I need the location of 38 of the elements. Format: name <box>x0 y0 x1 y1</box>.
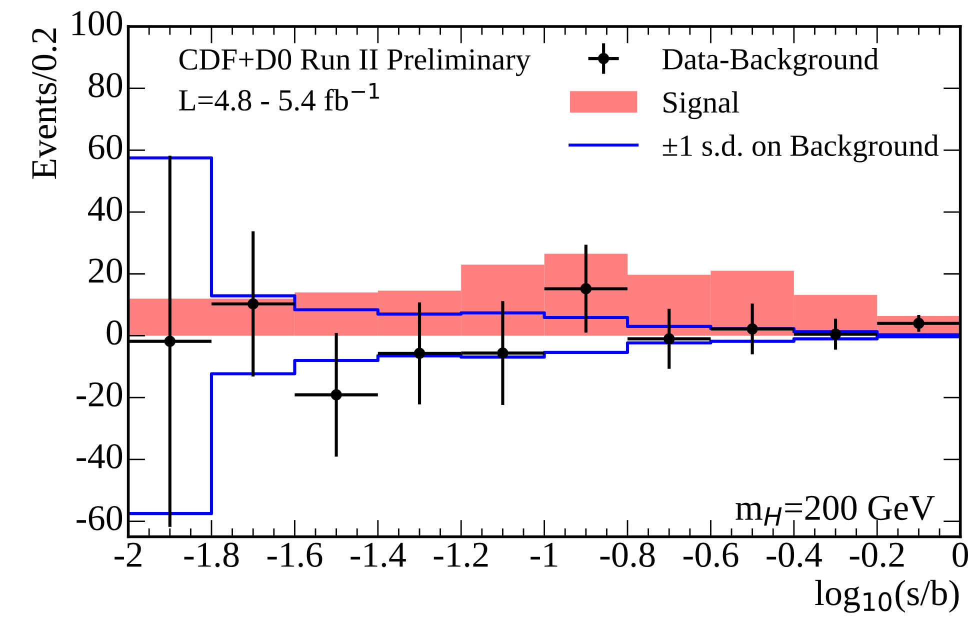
annotation: CDF+D0 Run II Preliminary <box>179 48 531 76</box>
x-tick-label: -0.8 <box>600 542 655 568</box>
y-tick-label: 0 <box>106 320 122 345</box>
annotation: L=4.8 - 5.4 fb$^{−1}$ <box>179 83 379 111</box>
x-tick-label: -1 <box>530 542 558 567</box>
point <box>664 333 675 344</box>
y-tick-label: 40 <box>88 196 122 222</box>
point <box>830 328 842 340</box>
y-tick-label: 100 <box>72 11 122 36</box>
x-tick-label: -1.6 <box>267 542 322 568</box>
x-axis-title: log$_{10}$(s/b) <box>815 580 959 613</box>
point <box>580 283 592 294</box>
x-tick-label: -2 <box>114 542 142 567</box>
x-tick-label: -0.6 <box>683 542 738 568</box>
y-tick-label: 20 <box>88 258 122 283</box>
legend-label: ±1 s.d. on Background <box>662 134 939 162</box>
y-tick-label: -60 <box>76 506 122 530</box>
y-axis-title: Events/0.2 <box>32 28 57 179</box>
point <box>913 318 924 329</box>
x-tick-label: -1.8 <box>184 542 239 568</box>
point <box>330 389 342 400</box>
x-tick-label: -1.4 <box>350 542 406 568</box>
point <box>248 298 259 310</box>
annotation: m$_{H}$=200 GeV <box>736 496 935 526</box>
x-tick-label: -0.2 <box>850 542 904 568</box>
y-tick-label: 80 <box>88 72 122 98</box>
legend-label: Data-Background <box>662 48 878 76</box>
y-tick-label: -20 <box>76 382 122 407</box>
y-tick-label: -40 <box>76 444 122 468</box>
point <box>746 323 758 334</box>
x-tick-label: -0.4 <box>766 542 822 568</box>
point <box>497 347 508 359</box>
point <box>164 336 176 347</box>
y-tick-label: 60 <box>88 134 122 160</box>
x-tick-label: -1.2 <box>434 542 488 568</box>
point <box>414 348 426 359</box>
x-tick-label: 0 <box>952 542 968 568</box>
legend-label: Signal <box>664 91 740 120</box>
